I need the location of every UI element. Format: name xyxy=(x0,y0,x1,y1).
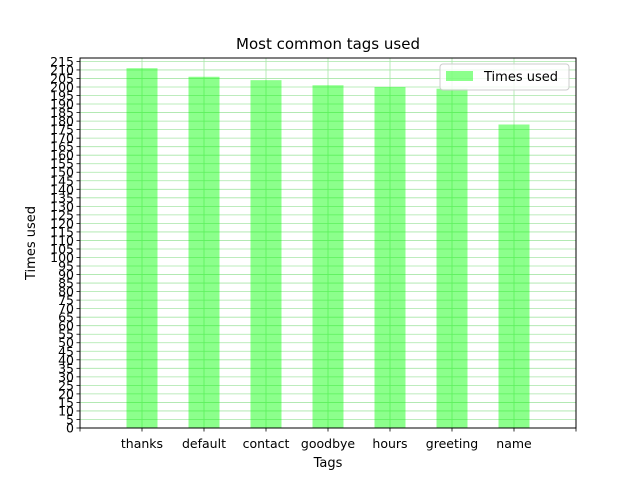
legend: Times used xyxy=(439,63,570,91)
y-tick-label: 35 xyxy=(58,361,74,376)
y-tick-label: 60 xyxy=(58,318,74,333)
legend-swatch xyxy=(446,71,473,81)
y-tick-label: 90 xyxy=(58,267,74,282)
y-tick-label: 0 xyxy=(66,421,74,436)
bar-default xyxy=(188,76,220,428)
y-tick-label: 210 xyxy=(50,62,74,77)
legend-box xyxy=(439,63,570,91)
bars xyxy=(126,68,530,429)
bar-hours xyxy=(374,86,406,428)
y-tick-label: 160 xyxy=(50,148,74,163)
y-tick-label: 30 xyxy=(58,369,74,384)
y-tick-label: 40 xyxy=(58,352,74,367)
x-tick-label: hours xyxy=(372,436,407,451)
y-tick-label: 75 xyxy=(58,293,74,308)
y-tick-label: 190 xyxy=(50,97,74,112)
y-tick-label: 145 xyxy=(50,173,74,188)
y-tick-label: 70 xyxy=(58,301,74,316)
y-tick-label: 180 xyxy=(50,114,74,129)
x-axis-ticks: thanks default contact goodbye hours greeting… xyxy=(79,428,577,451)
y-tick-label: 155 xyxy=(50,156,74,171)
y-tick-label: 120 xyxy=(50,216,74,231)
y-tick-label: 55 xyxy=(58,327,74,342)
y-tick-label: 165 xyxy=(50,139,74,154)
y-tick-label: 5 xyxy=(66,412,74,427)
y-tick-label: 150 xyxy=(50,165,74,180)
grid-lines xyxy=(79,58,577,429)
x-tick-label: thanks xyxy=(121,436,163,451)
y-tick-label: 140 xyxy=(50,182,74,197)
y-tick-label: 25 xyxy=(58,378,74,393)
y-tick-label: 185 xyxy=(50,105,74,120)
y-tick-label: 130 xyxy=(50,199,74,214)
bar-thanks xyxy=(126,68,158,429)
y-tick-label: 10 xyxy=(58,403,74,418)
y-tick-label: 80 xyxy=(58,284,74,299)
bar-contact xyxy=(250,80,282,429)
y-tick-label: 125 xyxy=(50,207,74,222)
y-tick-label: 105 xyxy=(50,241,74,256)
y-tick-label: 115 xyxy=(50,224,74,239)
y-tick-label: 85 xyxy=(58,276,74,291)
y-tick-label: 215 xyxy=(50,54,74,69)
x-tick-label: contact xyxy=(243,436,290,451)
y-tick-label: 195 xyxy=(50,88,74,103)
y-tick-label: 50 xyxy=(58,335,74,350)
y-tick-label: 20 xyxy=(58,386,74,401)
y-tick-label: 110 xyxy=(50,233,74,248)
bar-name xyxy=(498,124,530,429)
bar-greeting xyxy=(436,88,468,428)
x-tick-label: name xyxy=(496,436,532,451)
chart-title: Most common tags used xyxy=(236,35,420,53)
x-tick-label: default xyxy=(182,436,226,451)
y-tick-label: 200 xyxy=(50,79,74,94)
x-axis-label: Tags xyxy=(313,456,343,471)
x-tick-label: goodbye xyxy=(301,436,355,451)
y-tick-label: 95 xyxy=(58,259,74,274)
y-tick-label: 45 xyxy=(58,344,74,359)
y-tick-label: 15 xyxy=(58,395,74,410)
y-tick-label: 135 xyxy=(50,190,74,205)
y-tick-label: 65 xyxy=(58,310,74,325)
y-tick-label: 175 xyxy=(50,122,74,137)
y-tick-label: 170 xyxy=(50,131,74,146)
y-tick-label: 205 xyxy=(50,71,74,86)
legend-label: Times used xyxy=(483,70,558,85)
bar-goodbye xyxy=(312,85,344,429)
y-axis-ticks: 0510152025303540455055606570758085909510… xyxy=(50,54,80,436)
y-tick-label: 100 xyxy=(50,250,74,265)
x-tick-label: greeting xyxy=(426,436,478,451)
y-axis-label: Times used xyxy=(24,206,39,281)
